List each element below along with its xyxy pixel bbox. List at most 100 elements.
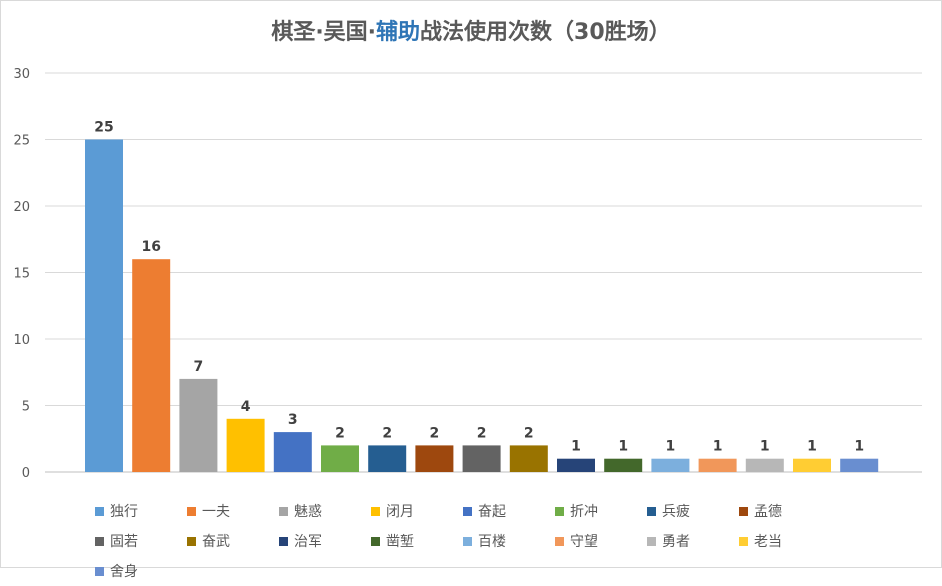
bar-11: [557, 458, 595, 472]
legend-swatch: [187, 506, 196, 516]
bar-9: [462, 445, 501, 472]
bar-16: [793, 458, 831, 472]
legend-label: 固若: [110, 534, 138, 550]
legend-label: 魅惑: [294, 504, 322, 520]
legend-item-3: 魅惑: [279, 496, 371, 526]
legend-item-5: 奋起: [463, 496, 555, 526]
bar-4: [226, 418, 265, 472]
y-axis: 0 5 10 15 20 25 30: [13, 67, 30, 481]
legend-item-14: 守望: [555, 526, 647, 556]
legend-item-8: 孟德: [739, 496, 831, 526]
legend-item-11: 治军: [279, 526, 371, 556]
legend-swatch: [95, 536, 104, 546]
legend-swatch: [95, 506, 104, 516]
legend-label: 老当: [754, 534, 782, 550]
legend-swatch: [555, 536, 564, 546]
legend-swatch: [647, 536, 656, 546]
title-highlight: 辅助: [376, 20, 421, 45]
data-label-1: 25: [94, 120, 113, 136]
legend-label: 奋起: [478, 504, 506, 520]
bar-12: [604, 458, 643, 472]
data-label-13: 1: [666, 439, 676, 455]
legend-item-10: 奋武: [187, 526, 279, 556]
legend-item-13: 百楼: [463, 526, 555, 556]
data-label-8: 2: [430, 425, 440, 441]
y-tick-label: 0: [22, 466, 30, 481]
data-label-14: 1: [713, 439, 723, 455]
legend-item-16: 老当: [739, 526, 831, 556]
legend-swatch: [555, 506, 564, 516]
bar-13: [651, 458, 690, 472]
legend-label: 百楼: [478, 534, 506, 550]
data-label-6: 2: [335, 425, 345, 441]
legend-label: 兵疲: [662, 504, 690, 520]
data-label-11: 1: [571, 439, 581, 455]
y-tick-label: 25: [13, 134, 30, 149]
bar-6: [321, 445, 359, 472]
data-label-5: 3: [288, 412, 298, 428]
title-part-1: 棋圣·吴国·: [271, 20, 377, 45]
data-label-15: 1: [760, 439, 770, 455]
data-label-12: 1: [618, 439, 628, 455]
legend-label: 孟德: [754, 504, 782, 520]
data-labels: 25 16 7 4 3 2 2 2 2 2 1 1 1 1 1 1 1: [94, 120, 864, 455]
legend-item-12: 凿堑: [371, 526, 463, 556]
y-tick-label: 5: [22, 400, 30, 415]
data-label-10: 2: [524, 425, 534, 441]
data-label-7: 2: [382, 425, 392, 441]
legend-item-7: 兵疲: [647, 496, 739, 526]
legend-label: 闭月: [386, 504, 414, 520]
legend-swatch: [739, 536, 748, 546]
legend-swatch: [279, 536, 288, 546]
y-tick-label: 10: [13, 333, 30, 348]
legend-item-2: 一夫: [187, 496, 279, 526]
data-label-2: 16: [141, 239, 160, 255]
legend-item-6: 折冲: [555, 496, 647, 526]
bar-2: [132, 259, 171, 472]
data-label-3: 7: [194, 359, 204, 375]
bar-3: [179, 378, 218, 472]
legend-swatch: [279, 506, 288, 516]
legend-label: 一夫: [202, 504, 230, 520]
legend-item-1: 独行: [95, 496, 187, 526]
chart-title: 棋圣·吴国·辅助战法使用次数（30胜场）: [0, 14, 942, 46]
data-label-16: 1: [807, 439, 817, 455]
y-tick-label: 20: [13, 200, 30, 215]
legend-item-9: 固若: [95, 526, 187, 556]
legend-label: 治军: [294, 534, 322, 550]
legend-label: 守望: [570, 534, 598, 550]
bar-5: [273, 432, 312, 472]
legend-swatch: [463, 506, 472, 516]
y-tick-label: 30: [13, 67, 30, 82]
bar-chart: 0 5 10 15 20 25 30 25 16 7 4 3 2 2 2 2 2 1 1 1 1 1 1 1: [13, 67, 922, 481]
bars: [85, 139, 879, 472]
legend-label: 勇者: [662, 534, 690, 550]
gridlines: [45, 72, 922, 473]
legend-item-15: 勇者: [647, 526, 739, 556]
legend-label: 舍身: [110, 564, 138, 580]
legend-label: 独行: [110, 504, 138, 520]
bar-15: [745, 458, 784, 472]
y-tick-label: 15: [13, 267, 30, 282]
legend-swatch: [187, 536, 196, 546]
legend-swatch: [371, 536, 380, 546]
title-part-2: 战法使用次数（30胜场）: [420, 20, 671, 45]
legend-swatch: [371, 506, 380, 516]
legend: 独行 一夫 魅惑 闭月 奋起 折冲 兵疲 孟德固若 奋武 治军 凿堑 百楼 守望 勇者 老当舍身: [95, 496, 895, 586]
bar-1: [85, 139, 123, 472]
legend-swatch: [463, 536, 472, 546]
data-label-9: 2: [477, 425, 487, 441]
bar-7: [368, 445, 407, 472]
bar-14: [698, 458, 737, 472]
legend-label: 折冲: [570, 504, 598, 520]
data-label-17: 1: [854, 439, 864, 455]
legend-label: 奋武: [202, 534, 230, 550]
legend-item-17: 舍身: [95, 556, 187, 586]
data-label-4: 4: [241, 399, 251, 415]
bar-10: [509, 445, 548, 472]
bar-8: [415, 445, 454, 472]
legend-swatch: [647, 506, 656, 516]
legend-label: 凿堑: [386, 534, 414, 550]
legend-item-4: 闭月: [371, 496, 463, 526]
legend-swatch: [739, 506, 748, 516]
